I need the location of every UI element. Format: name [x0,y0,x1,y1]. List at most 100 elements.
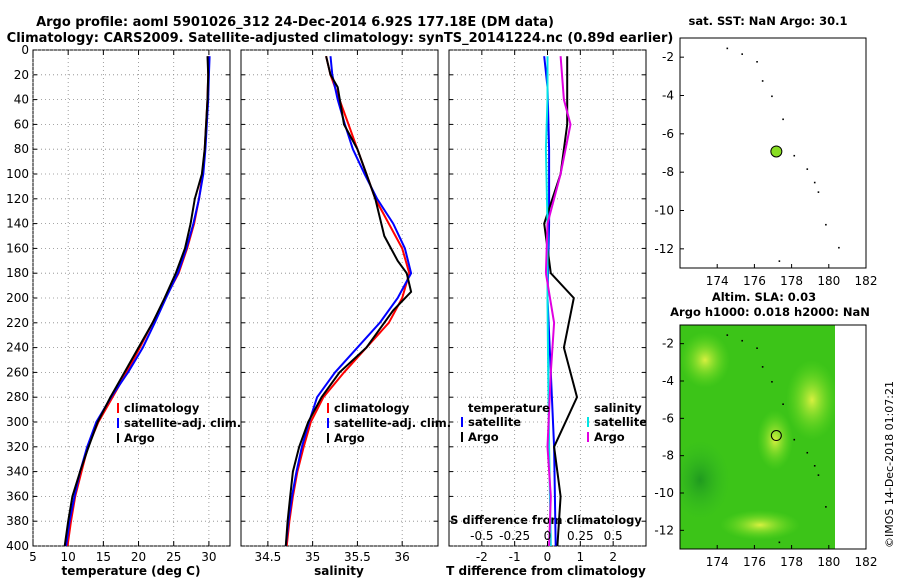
map-tick-label-y: -6 [662,411,674,425]
map-tick-label-x: 176 [743,555,766,569]
title-line-2: Climatology: CARS2009. Satellite-adjuste… [7,31,674,46]
tick-label-y: 180 [6,266,29,280]
sla-high-anomaly [786,360,835,440]
sla-low-anomaly [680,440,730,520]
legend-label-climatology: climatology [334,401,410,415]
legend-label-s-satellite: satellite [594,415,647,429]
salinity-tick-label: -0.5 [470,529,493,543]
salinity-tick-label: 0.5 [604,529,623,543]
tick-label-x: 34.5 [255,550,282,564]
map-tick-label-x: 182 [855,555,878,569]
legend-label-t-satellite: satellite [468,415,521,429]
island-dot [782,118,784,121]
island-dot [793,154,796,157]
map-tick-label-y: -10 [654,204,674,218]
tick-label-x: 5 [29,550,37,564]
salinity-legend: climatology satellite-adj. clim. Argo [327,401,451,445]
series-line-satellite-adj-clim- [65,56,211,547]
tick-label-x: -2 [476,550,488,564]
sst-map-panel: sat. SST: NaN Argo: 30.1 -2 -4 -6 -8 -10 -12 1… [654,14,877,288]
tick-label-x: 36 [395,550,410,564]
sst-map-title: sat. SST: NaN Argo: 30.1 [688,14,847,28]
temperature-axes-frame [32,49,231,547]
tick-label-x: 25 [166,550,181,564]
temperature-legend: climatology satellite-adj. clim. Argo [117,401,241,445]
tick-label-y: 160 [6,241,29,255]
tick-label-y: 140 [6,217,29,231]
sla-high-anomaly [720,510,800,540]
argo-position-marker [770,430,782,442]
island-dot [778,260,781,262]
map-tick-label-y: -8 [662,165,674,179]
tick-label-x: -1 [509,550,521,564]
tick-label-y: 20 [14,68,29,82]
copyright-timestamp: ©IMOS 14-Dec-2018 01:07:21 [883,381,896,548]
difference-legend-temperature: temperature satellite Argo [461,401,550,444]
salinity-xlabel: salinity [314,564,364,578]
tick-label-x: 35.5 [344,550,371,564]
legend-title-temperature: temperature [468,401,550,415]
tick-label-y: 240 [6,341,29,355]
map-tick-label-y: -10 [654,486,674,500]
series-line-s-argo [544,56,572,547]
map-tick-label-x: 182 [855,274,878,288]
map-tick-label-y: -8 [662,449,674,463]
sla-map-frame-outline [679,324,867,550]
map-tick-label-y: -12 [654,523,674,537]
series-line-climatology [66,56,210,547]
salinity-tick-label: 0 [544,529,552,543]
tick-label-y: 360 [6,489,29,503]
island-dot [778,541,781,544]
tick-label-y: 100 [6,167,29,181]
map-tick-label-y: -12 [654,242,674,256]
tick-label-y: 220 [6,316,29,330]
legend-label-s-argo: Argo [594,430,625,444]
legend-title-salinity: salinity [594,401,642,415]
legend-label-argo: Argo [334,431,365,445]
tick-label-y: 400 [6,539,29,553]
tick-label-y: 120 [6,192,29,206]
salinity-tick-label: -0.25 [499,529,530,543]
island-dot [817,474,820,476]
island-dot [761,80,764,82]
map-tick-label-y: -2 [662,50,674,64]
series-line-argo [284,55,413,547]
legend-label-t-argo: Argo [468,430,499,444]
sla-high-anomaly [680,332,730,388]
sla-map-title-2: Argo h1000: 0.018 h2000: NaN [670,305,870,319]
tick-label-y: 380 [6,514,29,528]
island-dot [726,334,729,336]
island-dot [771,95,773,98]
tick-label-x: 2 [609,550,617,564]
island-dot [806,451,809,454]
island-dot [761,366,764,368]
series-line-t-argo [543,56,579,547]
tick-label-y: 200 [6,291,29,305]
series-line-satellite-adj-clim- [284,56,413,547]
difference-legend-salinity: salinity satellite Argo [587,401,647,444]
map-tick-label-x: 174 [706,274,729,288]
legend-label-satellite: satellite-adj. clim. [334,416,451,430]
sla-map-panel: Altim. SLA: 0.03 Argo h1000: 0.018 h2000… [654,290,877,569]
tick-label-y: 40 [14,93,29,107]
island-dot [741,53,743,55]
series-line-climatology [285,55,411,547]
island-dot [726,47,729,50]
salinity-tick-label: 0.25 [567,529,594,543]
island-dot [813,465,816,467]
island-dot [813,181,816,184]
salinity-axes-frame [240,49,439,547]
sla-map-blank-strip [835,325,866,549]
tick-label-y: 340 [6,465,29,479]
map-tick-label-x: 180 [817,274,840,288]
tick-label-y: 0 [21,43,29,57]
title-line-1: Argo profile: aoml 5901026_312 24-Dec-20… [36,15,554,30]
island-dot [771,381,773,383]
tick-label-x: 30 [201,550,216,564]
temperature-xlabel: temperature (deg C) [62,564,201,578]
tick-label-y: 80 [14,142,29,156]
tick-label-x: 1 [577,550,585,564]
argo-position-marker [770,145,783,158]
tick-label-x: 0 [544,550,552,564]
